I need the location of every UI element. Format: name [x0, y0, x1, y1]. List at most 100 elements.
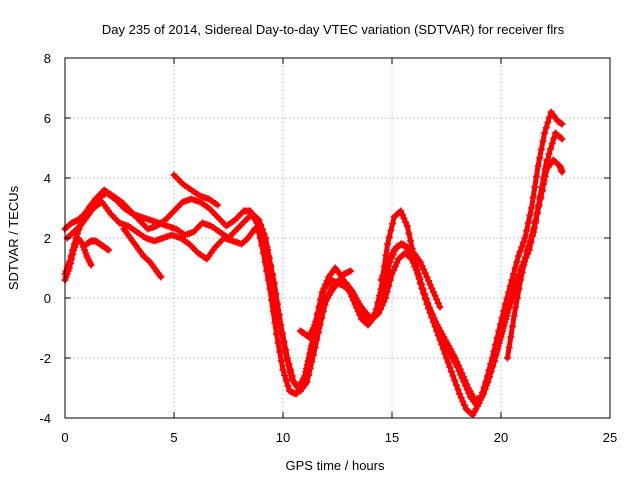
data-point [449, 372, 457, 380]
data-point [411, 263, 419, 270]
data-point [214, 201, 222, 209]
data-point [388, 270, 396, 278]
data-point [383, 288, 391, 296]
data-point [434, 324, 442, 332]
data-point [288, 372, 296, 380]
data-point [499, 324, 507, 332]
data-point [277, 357, 285, 365]
data-point [416, 275, 424, 283]
data-point [424, 300, 432, 308]
data-point [274, 300, 282, 308]
data-point [287, 366, 295, 374]
data-point [524, 219, 532, 227]
x-axis-label: GPS time / hours [286, 458, 385, 473]
data-point [375, 309, 383, 317]
y-tick-label: 8 [44, 51, 51, 66]
data-point [541, 129, 549, 137]
data-point [387, 227, 395, 234]
data-point [455, 367, 463, 375]
data-point [456, 390, 464, 398]
data-point [378, 302, 386, 309]
data-point [542, 124, 550, 132]
data-point [265, 254, 273, 262]
data-point [391, 263, 399, 270]
data-point [517, 276, 525, 284]
data-point [422, 296, 430, 303]
data-point [434, 299, 442, 307]
data-point [452, 381, 460, 389]
y-tick-label: 0 [44, 291, 51, 306]
x-tick-label: 25 [603, 430, 617, 445]
chart-title: Day 235 of 2014, Sidereal Day-to-day VTE… [102, 22, 565, 37]
data-point [347, 267, 355, 275]
data-point [426, 281, 434, 288]
data-point [558, 168, 566, 176]
data-point [380, 267, 388, 275]
data-point [314, 329, 322, 336]
data-point [539, 137, 547, 145]
data-point [522, 254, 530, 261]
data-point [68, 255, 76, 263]
data-point [538, 183, 546, 191]
data-point [507, 333, 515, 341]
data-point [425, 277, 433, 285]
data-point [377, 305, 385, 313]
data-point [507, 295, 515, 303]
data-point [402, 218, 410, 226]
data-point [157, 273, 165, 281]
data-point [494, 342, 502, 350]
data-point [432, 320, 440, 328]
x-tick-label: 20 [494, 430, 508, 445]
data-point [488, 364, 496, 372]
data-point [523, 227, 531, 234]
data-point [457, 371, 465, 378]
data-point [460, 401, 468, 409]
data-point [283, 354, 291, 362]
data-point [379, 272, 387, 279]
axis-ticks: 0 5 10 15 20 25 -4 -2 0 2 4 6 8 [39, 51, 617, 445]
data-point [433, 296, 441, 303]
data-point [513, 294, 521, 302]
data-point [512, 303, 520, 311]
data-point [528, 204, 536, 212]
data-point [416, 258, 424, 266]
data-point [534, 162, 542, 170]
data-point [405, 230, 413, 237]
data-point [513, 258, 521, 266]
data-point [502, 312, 510, 320]
data-point [481, 385, 489, 393]
data-point [431, 292, 439, 300]
data-point [271, 319, 279, 327]
data-point [550, 134, 558, 142]
data-point [540, 174, 548, 182]
data-point [458, 374, 466, 382]
data-point [431, 317, 439, 324]
data-point [389, 220, 397, 228]
data-point [270, 279, 278, 287]
data-point [489, 359, 497, 366]
data-point [418, 262, 426, 270]
data-point [408, 255, 416, 263]
data-point [385, 233, 393, 241]
data-point [385, 282, 393, 290]
data-point [447, 368, 455, 375]
data-point [536, 154, 544, 162]
data-point [261, 258, 269, 266]
data-point [543, 156, 551, 164]
data-point [420, 266, 428, 273]
data-point [451, 377, 459, 384]
data-point [87, 261, 95, 269]
data-point [441, 350, 449, 357]
data-point [465, 389, 473, 397]
data-point [105, 246, 113, 254]
data-point [509, 290, 517, 297]
data-point [558, 120, 566, 128]
data-point [520, 261, 528, 269]
data-point [526, 212, 534, 219]
data-point [462, 382, 470, 390]
data-point [305, 371, 313, 379]
data-point [429, 288, 437, 296]
data-point [545, 150, 553, 158]
data-point [521, 234, 529, 242]
